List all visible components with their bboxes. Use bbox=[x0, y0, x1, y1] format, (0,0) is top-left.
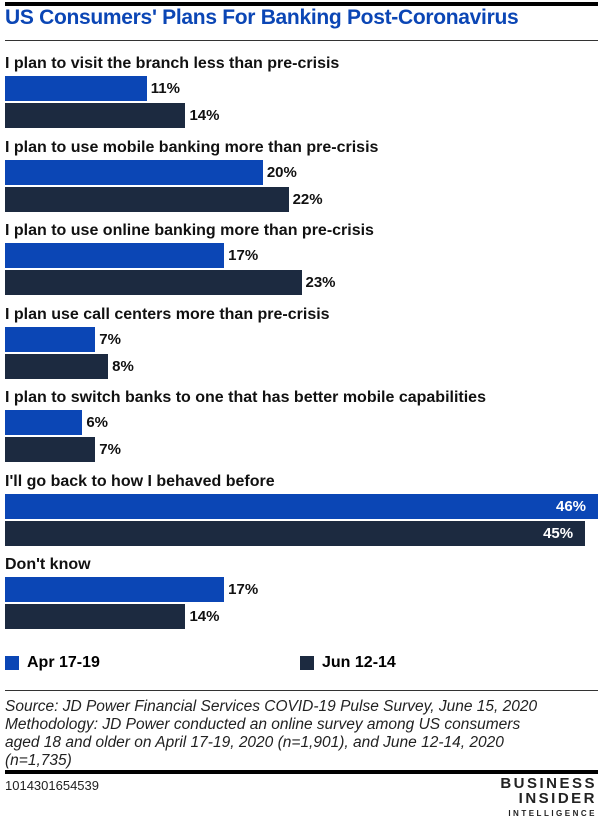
bar-jun bbox=[5, 186, 289, 212]
data-label: 7% bbox=[99, 330, 121, 348]
category-label: I'll go back to how I behaved before bbox=[5, 472, 275, 490]
category-label: I plan to use online banking more than p… bbox=[5, 222, 374, 239]
bar-chart: I plan to visit the branch less than pre… bbox=[0, 48, 600, 648]
bar-apr bbox=[5, 326, 96, 352]
bar-jun bbox=[5, 520, 586, 546]
chart-id: 1014301654539 bbox=[5, 778, 99, 793]
title-rule bbox=[5, 40, 598, 41]
category-label: Don't know bbox=[5, 556, 91, 573]
bar-apr bbox=[5, 493, 598, 519]
business-insider-intelligence-logo: BUSINESS INSIDER INTELLIGENCE bbox=[500, 776, 597, 821]
legend-swatch-apr bbox=[5, 656, 19, 670]
top-rule bbox=[5, 2, 598, 6]
source-note: Source: JD Power Financial Services COVI… bbox=[5, 698, 537, 770]
data-label: 6% bbox=[86, 414, 109, 431]
data-label: 8% bbox=[112, 357, 134, 375]
methodology-line: (n=1,735) bbox=[5, 752, 72, 769]
legend-label-apr: Apr 17-19 bbox=[27, 654, 100, 671]
bar-jun bbox=[5, 270, 302, 295]
category-label: I plan to switch banks to one that has b… bbox=[5, 389, 486, 406]
methodology-line: aged 18 and older on April 17-19, 2020 (… bbox=[5, 734, 504, 751]
bar-apr bbox=[5, 410, 83, 435]
methodology-line: Methodology: JD Power conducted an onlin… bbox=[5, 716, 521, 733]
logo-line: INSIDER bbox=[518, 790, 597, 807]
legend-item-apr: Apr 17-19 bbox=[5, 654, 100, 672]
bottom-rule bbox=[5, 770, 598, 774]
legend-item-jun: Jun 12-14 bbox=[300, 654, 396, 672]
legend-label-jun: Jun 12-14 bbox=[322, 654, 396, 671]
source-rule bbox=[5, 690, 598, 691]
bar-apr bbox=[5, 159, 263, 185]
bar-apr bbox=[5, 243, 225, 268]
logo-line: BUSINESS bbox=[500, 775, 597, 792]
bar-jun bbox=[5, 103, 186, 128]
data-label: 7% bbox=[99, 441, 121, 458]
bar-apr bbox=[5, 577, 225, 602]
bar-jun bbox=[5, 353, 109, 379]
data-label: 11% bbox=[150, 80, 180, 97]
source-line: Source: JD Power Financial Services COVI… bbox=[5, 698, 538, 715]
data-label: 17% bbox=[228, 581, 259, 598]
data-label: 23% bbox=[305, 274, 336, 291]
data-label: 14% bbox=[189, 608, 220, 625]
legend-swatch-jun bbox=[300, 656, 314, 670]
category-label: I plan to visit the branch less than pre… bbox=[5, 55, 340, 72]
bar-jun bbox=[5, 604, 186, 629]
data-label: 45% bbox=[543, 524, 574, 542]
data-label: 14% bbox=[189, 107, 220, 124]
bar-jun bbox=[5, 437, 96, 462]
category-label: I plan use call centers more than pre-cr… bbox=[5, 305, 330, 323]
chart-title: US Consumers' Plans For Banking Post-Cor… bbox=[5, 6, 519, 29]
logo-line: INTELLIGENCE bbox=[508, 809, 597, 818]
data-label: 20% bbox=[266, 163, 297, 181]
data-label: 46% bbox=[556, 497, 587, 515]
data-label: 22% bbox=[292, 190, 323, 208]
bar-apr bbox=[5, 76, 147, 101]
category-label: I plan to use mobile banking more than p… bbox=[5, 138, 379, 156]
data-label: 17% bbox=[228, 247, 259, 264]
